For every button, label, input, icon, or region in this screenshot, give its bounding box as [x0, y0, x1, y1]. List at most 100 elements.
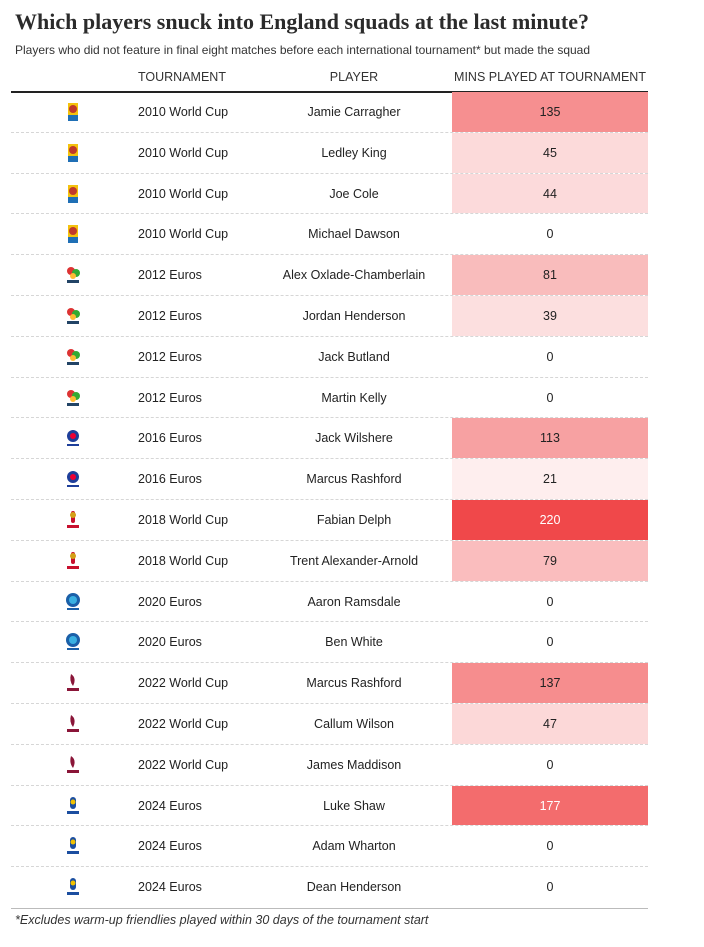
page-title: Which players snuck into England squads … — [15, 9, 589, 34]
mins-cell: 0 — [546, 839, 554, 854]
euro2012-logo-icon — [67, 267, 80, 284]
table-row: 2016 Euros Marcus Rashford 21 — [11, 459, 648, 500]
wc2010-logo-icon — [68, 103, 78, 121]
mins-cell: 0 — [546, 227, 554, 242]
wc2022-logo-icon — [67, 755, 79, 773]
player-cell: Ledley King — [321, 145, 387, 160]
table-row: 2010 World Cup Joe Cole 44 — [11, 173, 648, 215]
table-row: 2022 World Cup Marcus Rashford 137 — [11, 663, 648, 704]
euro2016-logo-icon — [67, 471, 79, 488]
player-cell: Trent Alexander-Arnold — [289, 553, 419, 568]
table-row: 2024 Euros Luke Shaw 177 — [11, 785, 648, 827]
table-row: 2020 Euros Aaron Ramsdale 0 — [11, 582, 648, 623]
mins-cell: 39 — [452, 295, 648, 336]
table-row: 2016 Euros Jack Wilshere 113 — [11, 418, 648, 460]
mins-cell: 0 — [546, 594, 554, 609]
tournament-cell: 2020 Euros — [138, 635, 202, 650]
table-row: 2012 Euros Jack Butland 0 — [11, 337, 648, 378]
table-row: 2018 World Cup Fabian Delph 220 — [11, 499, 648, 541]
table-row: 2024 Euros Dean Henderson 0 — [11, 867, 648, 908]
table-row: 2012 Euros Martin Kelly 0 — [11, 378, 648, 419]
header-tournament: TOURNAMENT — [138, 70, 226, 84]
mins-cell: 0 — [546, 349, 554, 364]
tournament-cell: 2024 Euros — [138, 798, 202, 813]
header-mins: MINS PLAYED AT TOURNAMENT — [454, 70, 646, 84]
wc2018-logo-icon — [67, 551, 79, 569]
mins-cell: 0 — [546, 635, 554, 650]
table-row: 2010 World Cup Ledley King 45 — [11, 132, 648, 174]
table-row: 2022 World Cup James Maddison 0 — [11, 745, 648, 786]
mins-cell: 137 — [452, 663, 648, 703]
mins-cell: 113 — [452, 418, 648, 459]
footer-divider — [11, 908, 648, 909]
mins-cell: 44 — [452, 173, 648, 214]
table-row: 2024 Euros Adam Wharton 0 — [11, 826, 648, 868]
euro2016-logo-icon — [67, 430, 79, 447]
tournament-cell: 2012 Euros — [138, 308, 202, 323]
mins-cell: 135 — [452, 92, 648, 132]
player-cell: Callum Wilson — [314, 716, 394, 731]
euro2020-logo-icon — [66, 633, 80, 651]
mins-cell: 0 — [546, 390, 554, 405]
player-cell: Jamie Carragher — [307, 105, 401, 119]
tournament-cell: 2010 World Cup — [138, 105, 229, 119]
tournament-cell: 2024 Euros — [138, 839, 202, 854]
tournament-cell: 2012 Euros — [138, 268, 202, 283]
tournament-cell: 2012 Euros — [138, 390, 202, 405]
player-cell: Aaron Ramsdale — [307, 594, 401, 609]
table-row: 2012 Euros Jordan Henderson 39 — [11, 295, 648, 337]
tournament-cell: 2010 World Cup — [138, 145, 229, 160]
table-row: 2022 World Cup Callum Wilson 47 — [11, 703, 648, 745]
mins-cell: 220 — [452, 499, 648, 540]
header-player: PLAYER — [329, 70, 379, 84]
header-divider — [11, 91, 648, 93]
player-cell: Marcus Rashford — [306, 676, 402, 691]
tournament-cell: 2022 World Cup — [138, 716, 229, 731]
tournament-cell: 2022 World Cup — [138, 757, 229, 772]
wc2018-logo-icon — [67, 510, 79, 528]
table-row: 2020 Euros Ben White 0 — [11, 622, 648, 664]
player-cell: Marcus Rashford — [306, 472, 402, 487]
table-row: 2012 Euros Alex Oxlade-Chamberlain 81 — [11, 255, 648, 296]
table-row: 2018 World Cup Trent Alexander-Arnold 79 — [11, 540, 648, 582]
wc2022-logo-icon — [67, 714, 79, 732]
tournament-cell: 2024 Euros — [138, 880, 202, 895]
euro2012-logo-icon — [67, 307, 80, 324]
player-cell: Adam Wharton — [312, 839, 396, 854]
tournament-cell: 2018 World Cup — [138, 553, 229, 568]
player-cell: Michael Dawson — [308, 227, 400, 242]
footnote: *Excludes warm-up friendlies played with… — [15, 913, 429, 927]
player-cell: Jordan Henderson — [302, 308, 406, 323]
tournament-cell: 2010 World Cup — [138, 186, 229, 201]
player-cell: Dean Henderson — [306, 880, 402, 895]
tournament-cell: 2010 World Cup — [138, 227, 229, 242]
player-cell: Martin Kelly — [321, 390, 387, 405]
player-cell: James Maddison — [306, 757, 402, 772]
tournament-cell: 2016 Euros — [138, 472, 202, 487]
player-cell: Fabian Delph — [316, 512, 392, 527]
table-row: 2010 World Cup Jamie Carragher 135 — [11, 92, 648, 133]
mins-cell: 21 — [452, 459, 648, 499]
player-cell: Jack Butland — [318, 349, 390, 364]
euro2024-logo-icon — [67, 878, 79, 896]
mins-cell: 47 — [452, 703, 648, 744]
mins-cell: 81 — [452, 255, 648, 295]
wc2010-logo-icon — [68, 184, 78, 203]
mins-cell: 45 — [452, 132, 648, 173]
wc2010-logo-icon — [68, 143, 78, 162]
tournament-cell: 2022 World Cup — [138, 676, 229, 691]
tournament-cell: 2020 Euros — [138, 594, 202, 609]
table-row: 2010 World Cup Michael Dawson 0 — [11, 214, 648, 256]
euro2024-logo-icon — [67, 796, 79, 814]
euro2020-logo-icon — [66, 592, 80, 610]
euro2012-logo-icon — [67, 348, 80, 365]
tournament-cell: 2016 Euros — [138, 431, 202, 446]
mins-cell: 79 — [452, 540, 648, 581]
mins-cell: 0 — [546, 757, 554, 772]
euro2024-logo-icon — [67, 837, 79, 855]
tournament-cell: 2012 Euros — [138, 349, 202, 364]
mins-cell: 0 — [546, 880, 554, 895]
player-cell: Ben White — [325, 635, 383, 650]
wc2022-logo-icon — [67, 674, 79, 692]
euro2012-logo-icon — [67, 389, 80, 406]
